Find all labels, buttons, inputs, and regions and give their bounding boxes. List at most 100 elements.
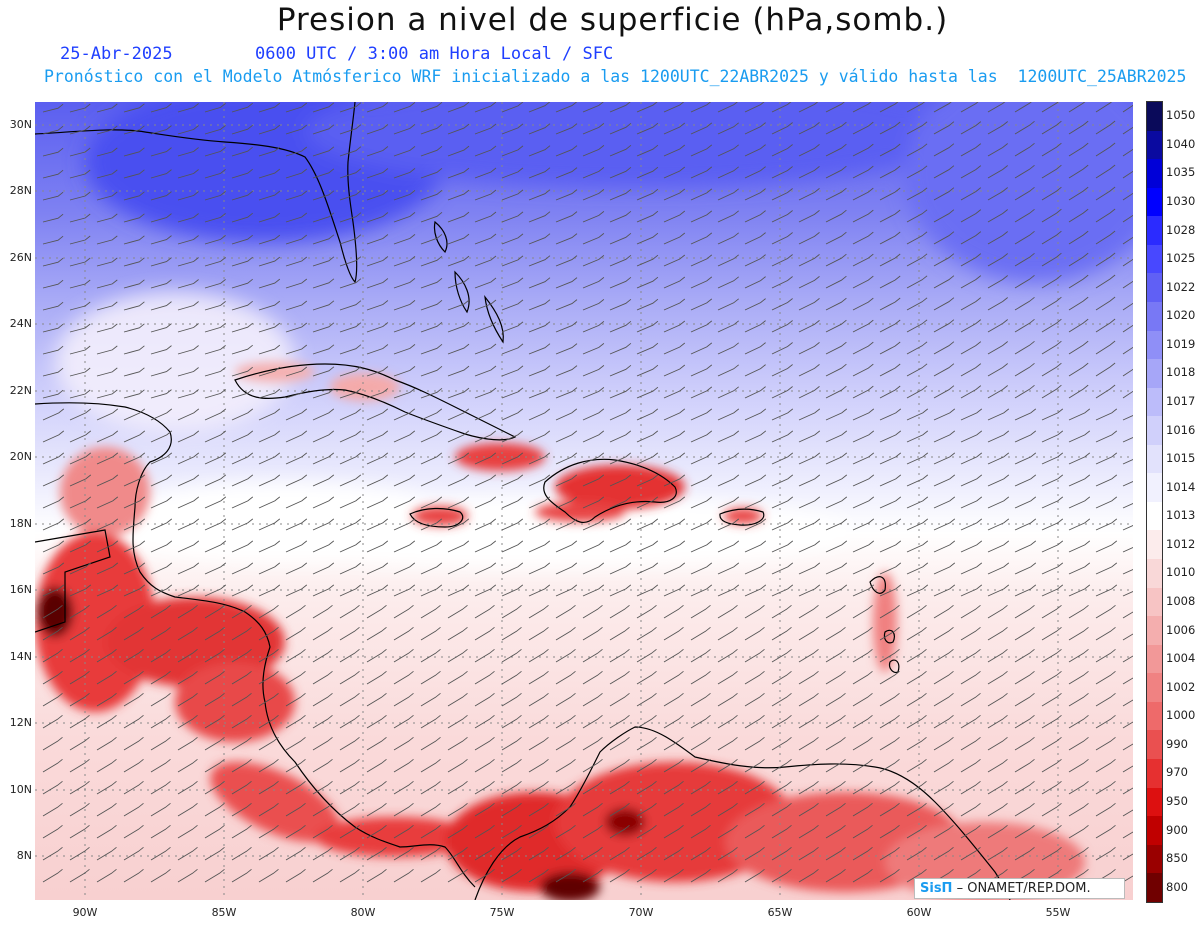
wind-barb <box>528 780 549 795</box>
wind-barb <box>1122 569 1133 575</box>
colorbar-label: 990 <box>1166 736 1188 751</box>
wind-barb <box>555 846 576 861</box>
wind-barb <box>123 169 145 179</box>
wind-barb <box>555 780 576 795</box>
wind-barb <box>825 518 848 531</box>
wind-barb <box>1068 648 1089 663</box>
lon-label-90w: 90W <box>72 906 98 919</box>
wind-barb <box>339 190 362 201</box>
credit-text: – ONAMET/REP.DOM. <box>956 881 1091 896</box>
lat-label-14n: 14N <box>9 650 32 663</box>
wind-barb <box>663 276 686 289</box>
wind-barb <box>1014 584 1037 597</box>
wind-barb <box>42 780 63 795</box>
wind-barb <box>1068 186 1089 201</box>
wind-barb <box>204 213 226 223</box>
forecast-time: 0600 UTC / 3:00 am Hora Local / SFC <box>255 44 614 64</box>
wind-barb <box>393 824 414 839</box>
wind-barb <box>1068 362 1089 377</box>
wind-barb <box>447 626 468 641</box>
wind-barb <box>339 584 362 597</box>
wind-barb <box>690 102 712 113</box>
wind-barb <box>1041 758 1062 773</box>
wind-barb <box>771 474 794 487</box>
wind-barb <box>366 780 387 795</box>
wind-barb <box>744 758 765 773</box>
wind-barb <box>1095 452 1118 465</box>
wind-barb <box>906 385 928 399</box>
wind-barb <box>42 846 63 861</box>
wind-barb <box>1068 496 1091 509</box>
wind-barb <box>96 408 119 421</box>
wind-barb <box>879 824 900 839</box>
wind-barb <box>501 540 524 553</box>
wind-barb <box>1014 670 1035 685</box>
wind-barb <box>366 648 387 663</box>
wind-barb <box>960 102 979 113</box>
wind-barb <box>852 692 873 707</box>
wind-barb <box>690 540 713 553</box>
wind-barb <box>339 278 362 289</box>
wind-barb <box>366 868 387 883</box>
wind-barb <box>420 824 441 839</box>
wind-barb <box>420 780 441 795</box>
wind-barb <box>42 518 65 531</box>
wind-barb <box>717 276 739 289</box>
wind-barb <box>150 169 172 179</box>
wind-barb <box>1014 626 1035 641</box>
wind-barb <box>609 276 632 289</box>
wind-barb <box>852 231 874 245</box>
wind-barb <box>879 474 902 487</box>
wind-barb <box>285 648 306 663</box>
wind-barb <box>690 846 711 861</box>
lon-label-85w: 85W <box>211 906 237 919</box>
wind-barb <box>312 540 335 553</box>
wind-barb <box>744 562 767 575</box>
wind-barb <box>69 301 91 311</box>
colorbar-swatch <box>1147 644 1162 674</box>
wind-barb <box>1122 170 1133 179</box>
wind-barb <box>906 802 927 817</box>
wind-barb <box>717 166 739 179</box>
wind-barb <box>123 604 144 619</box>
wind-barb <box>312 278 335 289</box>
wind-barb <box>1041 780 1062 795</box>
wind-barb <box>1041 252 1062 267</box>
lon-label-75w: 75W <box>489 906 515 919</box>
wind-barb <box>555 233 578 245</box>
wind-barb <box>123 626 144 641</box>
wind-barb <box>42 103 64 113</box>
wind-barb <box>177 758 198 773</box>
wind-barb <box>852 385 874 399</box>
wind-barb <box>744 166 766 179</box>
wind-barb <box>825 802 846 817</box>
wind-barb <box>798 736 819 751</box>
colorbar-swatch <box>1147 616 1162 645</box>
wind-barb <box>474 452 497 465</box>
wind-barb <box>987 452 1010 465</box>
wind-barb <box>933 165 955 179</box>
wind-barb <box>1122 324 1133 333</box>
wind-barb <box>825 780 846 795</box>
wind-barb <box>1014 296 1035 311</box>
map-title: Presion a nivel de superficie (hPa,somb.… <box>276 2 949 38</box>
wind-barb <box>42 714 63 729</box>
wind-barb <box>636 496 659 509</box>
lon-label-60w: 60W <box>906 906 932 919</box>
wind-barb <box>285 256 308 267</box>
wind-barb <box>1095 362 1116 377</box>
wind-barb <box>204 367 226 377</box>
wind-barb <box>96 474 119 487</box>
wind-barb <box>312 408 335 421</box>
wind-barb <box>285 604 306 619</box>
wind-barb <box>1068 296 1089 311</box>
wind-barb <box>447 255 470 267</box>
wind-barb <box>366 692 387 707</box>
wind-barb <box>366 388 389 399</box>
wind-barb <box>744 604 765 619</box>
wind-barb <box>609 802 630 817</box>
wind-barb <box>852 562 875 575</box>
wind-barb <box>528 189 551 201</box>
wind-barb <box>1014 274 1035 289</box>
wind-barb <box>150 147 172 157</box>
